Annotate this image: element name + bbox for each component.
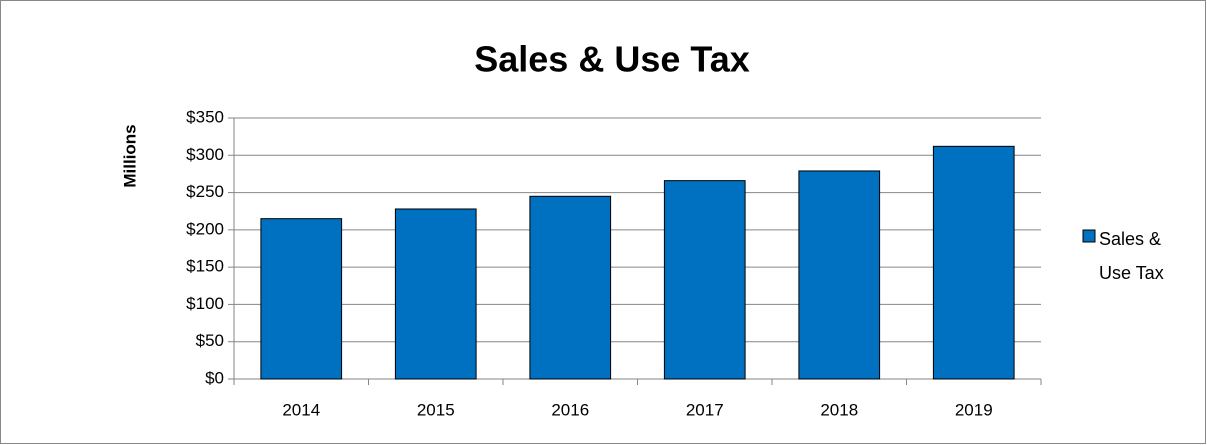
bar — [798, 170, 881, 380]
x-tick-label: 2015 — [417, 400, 455, 419]
x-tick-label: 2017 — [686, 400, 724, 419]
y-tick-label: $50 — [196, 331, 224, 350]
chart-title: Sales & Use Tax — [474, 39, 749, 80]
x-tick-label: 2014 — [282, 400, 320, 419]
x-tick-label: 2016 — [551, 400, 589, 419]
legend-swatch — [1082, 229, 1096, 243]
y-axis-title: Millions — [120, 124, 139, 187]
y-tick-label: $100 — [186, 294, 224, 313]
y-tick-label: $350 — [186, 107, 224, 126]
bar — [932, 145, 1015, 380]
bar — [529, 195, 612, 380]
y-tick-label: $300 — [186, 145, 224, 164]
bar — [394, 208, 477, 380]
y-tick-label: $200 — [186, 219, 224, 238]
legend-label: Sales & Use Tax — [1099, 229, 1164, 283]
bar — [663, 180, 746, 380]
bar — [260, 218, 343, 380]
y-tick-label: $250 — [186, 182, 224, 201]
y-tick-label: $150 — [186, 257, 224, 276]
y-tick-label: $0 — [205, 368, 224, 387]
x-tick-label: 2019 — [955, 400, 993, 419]
x-tick-label: 2018 — [820, 400, 858, 419]
